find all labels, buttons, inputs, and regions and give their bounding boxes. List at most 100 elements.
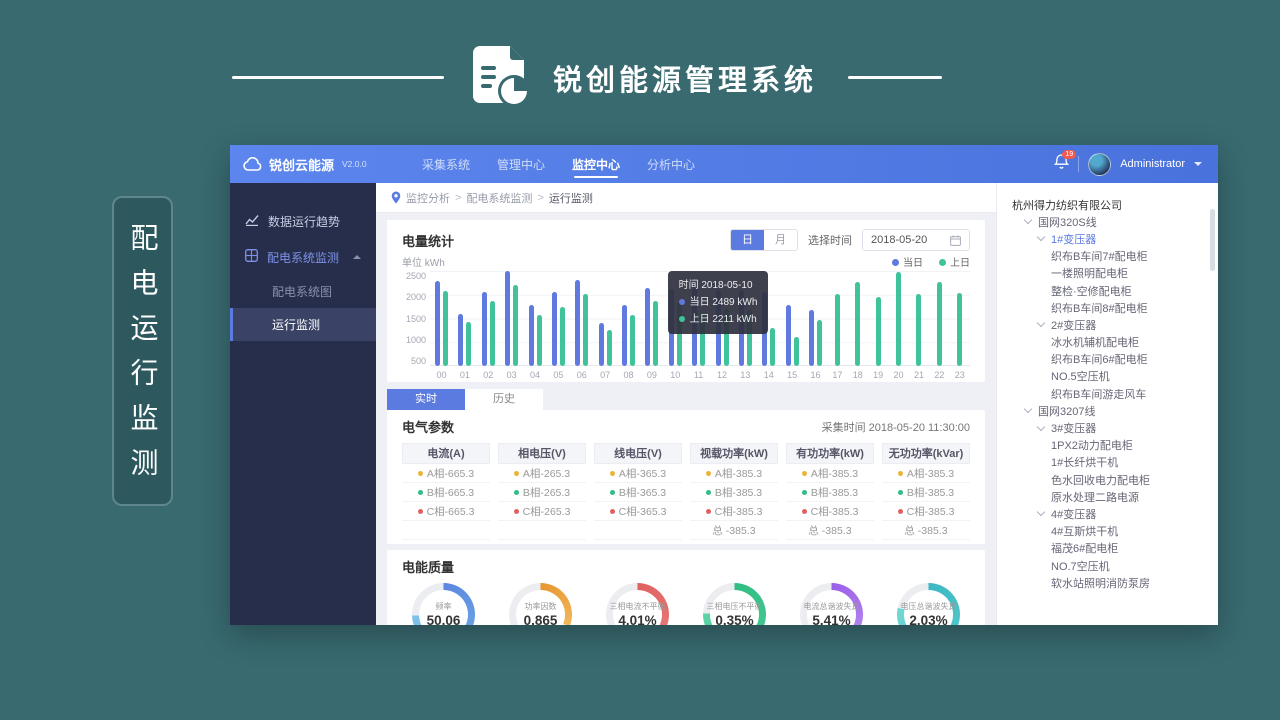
monitor-grid-icon (245, 249, 258, 265)
quality-gauges: 频率 50.06 功率因数 0.865 三相电流不平衡 4.01% 三相电压不平衡 0.35%… (402, 583, 970, 625)
sidebar-subitem-4[interactable]: 运行监测 (230, 308, 376, 341)
param-cell: B相-265.3 (498, 483, 586, 502)
gauge-value: 2.03% (909, 613, 948, 625)
param-cell: B相-385.3 (882, 483, 970, 502)
gauge-2: 功率因数 0.865 (509, 583, 572, 625)
toggle-日[interactable]: 日 (731, 230, 764, 250)
tree-node[interactable]: NO.7空压机 (1012, 557, 1210, 574)
tree-node[interactable]: 福茂6#配电柜 (1012, 540, 1210, 557)
tree-node[interactable]: 一楼照明配电柜 (1012, 265, 1210, 282)
breadcrumb-item-3[interactable]: 运行监测 (548, 192, 593, 205)
bar-当日 (575, 280, 581, 366)
chart-hour-22: 22 (934, 271, 944, 380)
tree-node[interactable]: 1#长纤烘干机 (1012, 454, 1210, 471)
tree-node-label: NO.5空压机 (1051, 371, 1110, 384)
sidebar-item-label: 配电系统监测 (267, 250, 340, 265)
nav-item-3[interactable]: 监控中心 (572, 145, 620, 183)
tree-node[interactable]: 4#互斯烘干机 (1012, 523, 1210, 540)
date-value: 2018-05-20 (871, 234, 928, 246)
tree-node[interactable]: 原水处理二路电源 (1012, 488, 1210, 505)
tree-node[interactable]: 织布B车间游走风车 (1012, 385, 1210, 402)
x-tick: 16 (810, 370, 821, 380)
param-value: A相-265.3 (522, 467, 571, 480)
tab-1[interactable]: 实时 (387, 389, 465, 410)
tree-node-label: 4#变压器 (1051, 508, 1097, 521)
param-cell: A相-665.3 (402, 464, 490, 483)
param-value: B相-265.3 (522, 486, 571, 499)
bar-pair (855, 271, 861, 366)
param-cell: A相-385.3 (690, 464, 778, 483)
sidebar: 数据运行趋势配电系统监测 配电系统图运行监测 (230, 183, 376, 625)
avatar[interactable] (1088, 152, 1112, 176)
chevron-down-icon (1023, 405, 1033, 414)
legend-item-当日[interactable]: 当日 (892, 254, 923, 269)
breadcrumb-item-2[interactable]: 配电系统监测 (466, 192, 533, 205)
tree-node[interactable]: 织布B车间7#配电柜 (1012, 248, 1210, 265)
bar-上日 (630, 314, 635, 366)
chart-hour-23: 23 (955, 271, 965, 380)
tree-node[interactable]: 色水回收电力配电柜 (1012, 471, 1210, 488)
param-cell: 总 -385.3 (690, 521, 778, 540)
tooltip-text: 当日 2489 kWh (689, 297, 758, 308)
app-window: 锐创云能源 V2.0.0 采集系统 管理中心 监控中心 分析中心 19 Adminis… (230, 145, 1218, 625)
tree-node[interactable]: 织布B车间6#配电柜 (1012, 351, 1210, 368)
sidebar-item-1[interactable]: 数据运行趋势 (230, 203, 376, 239)
bar-pair (435, 271, 448, 366)
gauge-label: 三相电流不平衡 (609, 602, 666, 611)
chart-hour-20: 20 (894, 271, 904, 380)
bar-pair (896, 271, 902, 366)
tree-node[interactable]: 2#变压器 (1012, 316, 1210, 333)
x-tick: 23 (954, 370, 965, 380)
bar-pair (916, 271, 922, 366)
param-value: B相-365.3 (618, 486, 667, 499)
chart-hour-03: 03 (505, 271, 519, 380)
tree-node[interactable]: 1#变压器 (1012, 230, 1210, 247)
legend-item-上日[interactable]: 上日 (939, 254, 970, 269)
param-value: B相-385.3 (810, 486, 859, 499)
x-tick: 03 (506, 370, 517, 380)
tree-node[interactable]: 杭州得力纺织有限公司 (1012, 196, 1210, 213)
gauge-1: 频率 50.06 (412, 583, 475, 625)
phase-dot (609, 470, 615, 476)
gauge-value: 0.865 (523, 613, 558, 625)
y-tick: 1500 (405, 313, 426, 324)
tree-node[interactable]: 3#变压器 (1012, 419, 1210, 436)
x-tick: 01 (459, 370, 470, 380)
param-cell: C相-265.3 (498, 502, 586, 521)
bar-当日 (785, 305, 791, 366)
toggle-月[interactable]: 月 (764, 230, 797, 250)
tree-node-label: 软水站照明消防泵房 (1051, 577, 1150, 590)
x-tick: 11 (693, 370, 704, 380)
chevron-down-icon (1036, 508, 1046, 517)
user-name[interactable]: Administrator (1120, 158, 1185, 170)
bar-上日 (936, 281, 942, 366)
sidebar-item-2[interactable]: 配电系统监测 (230, 239, 376, 275)
tree-node[interactable]: 织布B车间8#配电柜 (1012, 299, 1210, 316)
tree-node[interactable]: 整检·空修配电柜 (1012, 282, 1210, 299)
tree-node[interactable]: 冰水机辅机配电柜 (1012, 334, 1210, 351)
nav-item-4[interactable]: 分析中心 (647, 157, 696, 172)
notification-bell[interactable]: 19 (1053, 149, 1077, 175)
app-logo[interactable]: 锐创云能源 V2.0.0 (230, 155, 376, 174)
chart-hour-01: 01 (458, 271, 472, 380)
param-column-2: 相电压(V) A相-265.3 B相-265.3 C相-265.3 (498, 443, 586, 540)
nav-item-2[interactable]: 管理中心 (497, 157, 546, 172)
chevron-down-icon[interactable] (1194, 162, 1202, 166)
scrollbar-thumb[interactable] (1210, 209, 1215, 271)
x-tick: 02 (483, 370, 494, 380)
tab-2[interactable]: 历史 (465, 389, 543, 410)
tree-node[interactable]: 1PX2动力配电柜 (1012, 437, 1210, 454)
tree-node[interactable]: NO.5空压机 (1012, 368, 1210, 385)
tree-node[interactable]: 软水站照明消防泵房 (1012, 574, 1210, 591)
param-value: C相-385.3 (810, 505, 859, 518)
tree-node[interactable]: 国网320S线 (1012, 213, 1210, 230)
gauge-value: 5.41% (812, 613, 851, 625)
param-value: 总 -385.3 (712, 524, 756, 537)
date-picker[interactable]: 2018-05-20 (862, 229, 970, 251)
sidebar-subitem-3[interactable]: 配电系统图 (272, 285, 333, 299)
energy-statistics-card: 电量统计 日月 选择时间 2018-05-20 (387, 220, 985, 382)
tree-node[interactable]: 国网3207线 (1012, 402, 1210, 419)
breadcrumb-item-1[interactable]: 监控分析 (406, 192, 450, 205)
tree-node[interactable]: 4#变压器 (1012, 505, 1210, 522)
nav-item-1[interactable]: 采集系统 (422, 157, 471, 172)
